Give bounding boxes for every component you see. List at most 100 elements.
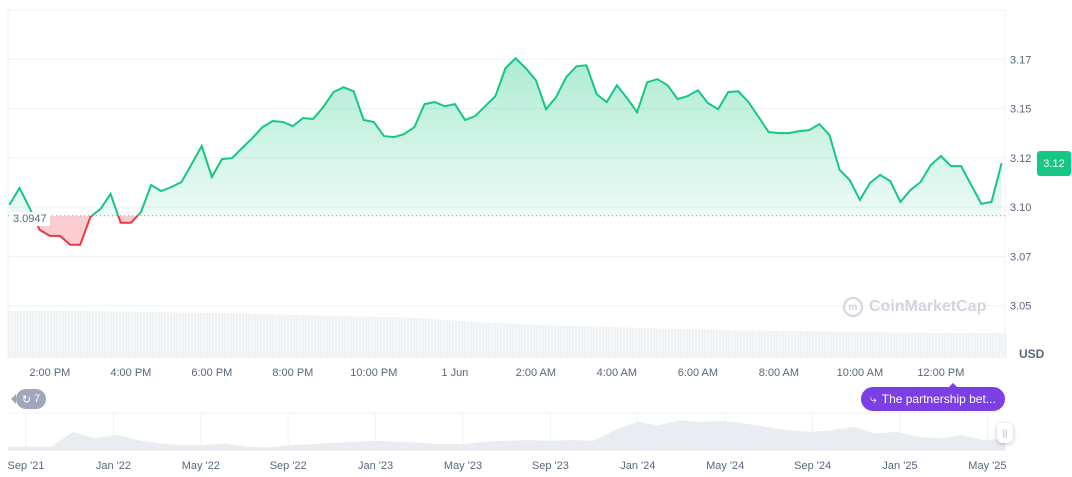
volume-bar (842, 331, 845, 358)
volume-bar (317, 315, 320, 358)
event-label: The partnership bet... (881, 392, 996, 406)
volume-bar (77, 311, 80, 358)
volume-bar (233, 313, 236, 358)
volume-bar (722, 329, 725, 358)
y-tick-label: 3.12 (1010, 153, 1031, 165)
volume-bar (356, 316, 359, 358)
volume-bar (467, 321, 470, 358)
volume-bar (23, 311, 26, 358)
volume-bar (527, 324, 530, 358)
volume-bar (491, 322, 494, 358)
volume-bar (716, 329, 719, 358)
volume-bar (194, 312, 197, 358)
volume-bar (341, 316, 344, 358)
volume-bar (323, 315, 326, 358)
volume-bar (740, 330, 743, 358)
volume-bar (611, 327, 614, 358)
volume-bar (899, 332, 902, 358)
volume-bar (266, 314, 269, 358)
volume-bar (995, 333, 998, 358)
volume-bar (620, 327, 623, 358)
volume-bar (749, 330, 752, 358)
volume-bar (479, 322, 482, 358)
volume-bar (836, 331, 839, 358)
volume-bar (734, 330, 737, 358)
volume-bar (293, 314, 296, 358)
price-line (8, 56, 1003, 246)
x-tick-label: 4:00 PM (110, 367, 151, 379)
volume-bar (485, 322, 488, 358)
volume-bar (509, 323, 512, 358)
volume-bar (1001, 333, 1004, 358)
volume-bar (713, 329, 716, 358)
volume-bar (83, 311, 86, 358)
volume-bar (950, 333, 953, 358)
volume-bar (236, 313, 239, 358)
volume-bar (779, 330, 782, 358)
volume-bar (461, 321, 464, 358)
volume-bar (665, 328, 668, 358)
volume-bar (815, 331, 818, 358)
volume-bar (365, 316, 368, 358)
volume-bar (671, 328, 674, 358)
volume-bar (680, 329, 683, 358)
volume-bar (92, 311, 95, 358)
volume-bar (110, 311, 113, 358)
event-pill[interactable]: ⤷ The partnership bet... (861, 383, 1005, 411)
volume-bar (86, 311, 89, 358)
volume-bar (464, 321, 467, 358)
volume-bar (962, 333, 965, 358)
volume-bar (113, 311, 116, 358)
volume-bar (746, 330, 749, 358)
volume-bar (32, 311, 35, 358)
volume-bar (698, 329, 701, 358)
volume-bar (419, 318, 422, 358)
volume-bar (470, 321, 473, 358)
volume-bar (374, 316, 377, 358)
volume-bar (269, 314, 272, 358)
volume-bar (590, 326, 593, 358)
volume-bar (56, 311, 59, 358)
volume-bar (812, 331, 815, 358)
volume-bar (311, 315, 314, 358)
x-tick-label: 8:00 AM (759, 367, 799, 379)
navigator-drag-handle[interactable]: || (997, 423, 1013, 443)
volume-bar (239, 313, 242, 358)
volume-bar (179, 312, 182, 358)
volume-bar (1004, 333, 1007, 358)
volume-bar (191, 312, 194, 358)
volume-bar (944, 333, 947, 358)
volume-bar (245, 313, 248, 358)
volume-bar (71, 311, 74, 358)
volume-bar (710, 329, 713, 358)
navigator-tick-label: Sep '22 (270, 460, 307, 472)
volume-bar (638, 327, 641, 358)
volume-bar (455, 320, 458, 358)
volume-bar (848, 331, 851, 358)
volume-bar (839, 331, 842, 358)
volume-bar (887, 332, 890, 358)
volume-bar (551, 325, 554, 358)
volume-bar (623, 327, 626, 358)
volume-bar (791, 331, 794, 358)
volume-bar (500, 323, 503, 358)
volume-bar (38, 311, 41, 358)
volume-bar (674, 328, 677, 358)
volume-bar (164, 312, 167, 358)
volume-bar (581, 326, 584, 358)
volume-bar (518, 324, 521, 358)
volume-bar (149, 312, 152, 358)
navigator[interactable] (8, 412, 1005, 451)
volume-bar (80, 311, 83, 358)
volume-bar (974, 333, 977, 358)
navigator-tick-label: Sep '21 (8, 460, 45, 472)
x-tick-label: 8:00 PM (272, 367, 313, 379)
event-count-badge[interactable]: ↻ 7 (11, 389, 46, 409)
volume-bar (329, 315, 332, 358)
volume-bar (101, 311, 104, 358)
price-line-up (8, 56, 1003, 216)
baseline-price-label: 3.0947 (10, 212, 50, 226)
volume-bar (782, 330, 785, 358)
volume-bar (143, 311, 146, 358)
